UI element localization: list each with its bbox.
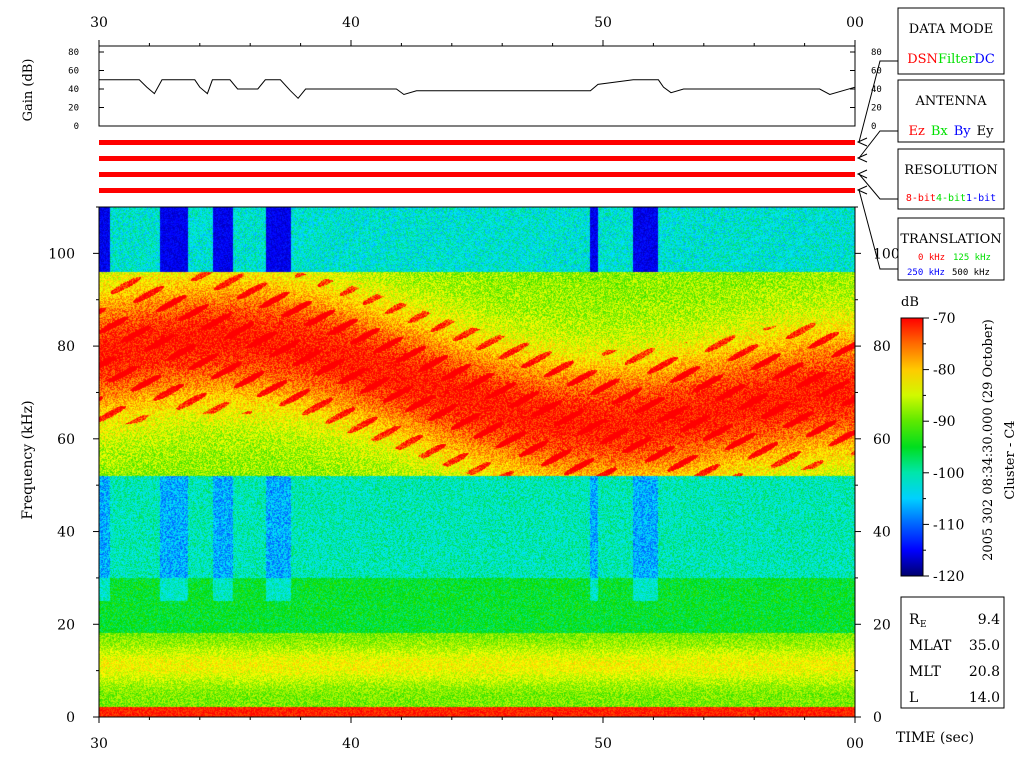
- orbit-info-box: [900, 596, 1005, 709]
- gain-line: [99, 79, 856, 100]
- legend-item: 1-bit: [966, 193, 996, 204]
- freq-tick-label: 40: [57, 525, 75, 541]
- spectrogram-frame: [98, 206, 856, 718]
- freq-tick-label: 60: [57, 432, 75, 448]
- orbit-label: MLAT: [909, 638, 952, 654]
- gain-panel-frame: [98, 45, 856, 127]
- freq-tick-label: 80: [57, 339, 75, 355]
- legend-title-antenna: ANTENNA: [914, 94, 987, 109]
- orbit-value: 14.0: [969, 690, 1000, 706]
- legend-item: Ez: [909, 124, 925, 139]
- legend-item: By: [954, 124, 972, 139]
- legend-title-translation: TRANSLATION: [900, 232, 1001, 247]
- freq-tick-label-right: 60: [873, 432, 891, 448]
- orbit-value: 20.8: [969, 664, 1000, 680]
- legend-item: Filter: [938, 52, 975, 67]
- time-tick-label-bottom: 50: [594, 736, 612, 752]
- time-tick-label-top: 00: [846, 15, 864, 31]
- legend-arrow: [856, 169, 868, 179]
- legend-box-translation: [897, 217, 1005, 281]
- freq-tick-label-right: 0: [873, 710, 882, 726]
- legend-connector: [858, 130, 898, 159]
- gain-tick-label-right: 40: [871, 85, 882, 95]
- orbit-value: 9.4: [978, 612, 1000, 628]
- legend-item: Ey: [977, 124, 994, 139]
- freq-tick-label-right: 20: [873, 617, 891, 633]
- time-tick-label-top: 40: [342, 15, 360, 31]
- orbit-label: L: [909, 690, 918, 706]
- legend-items-resolution: 8-bit4-bit1-bit: [906, 193, 996, 204]
- orbit-label-sub: E: [920, 620, 927, 630]
- legend-arrow: [856, 137, 868, 147]
- legend-connector: [858, 60, 898, 143]
- colorbar-tick-label: -80: [933, 363, 956, 379]
- colorbar-unit: dB: [901, 295, 919, 310]
- chart-title: 2005 302 08:34:30.000 (29 October): [981, 319, 996, 561]
- legend-item: 0 kHz: [918, 253, 945, 263]
- mode-bar-2: [99, 156, 855, 161]
- legend-box-data-mode: [897, 7, 1005, 75]
- freq-tick-label-right: 40: [873, 525, 891, 541]
- legend-items-data-mode: DSNFilterDC: [907, 52, 995, 67]
- legend-item: 250 kHz: [907, 268, 945, 278]
- mode-bar-1: [99, 140, 855, 145]
- legend-items-antenna: Ez Bx By Ey: [909, 124, 995, 139]
- orbit-label: R: [909, 612, 920, 628]
- gain-tick-label: 20: [68, 104, 79, 114]
- spectrogram-raster: [99, 207, 855, 717]
- gain-tick-label-right: 60: [871, 67, 882, 77]
- time-tick-label-top: 50: [594, 15, 612, 31]
- time-tick-label-bottom: 00: [846, 736, 864, 752]
- legend-box-antenna: [897, 79, 1005, 143]
- orbit-value: 35.0: [969, 638, 1000, 654]
- freq-axis-label: Frequency (kHz): [20, 400, 36, 519]
- legend-arrow: [856, 153, 868, 163]
- freq-tick-label: 100: [48, 246, 75, 262]
- gain-tick-label: 40: [68, 85, 79, 95]
- legend-arrow: [856, 185, 868, 195]
- mode-bar-3: [99, 172, 855, 177]
- mode-bar-4: [99, 188, 855, 193]
- colorbar: [900, 317, 924, 577]
- gain-axis-label: Gain (dB): [21, 59, 36, 122]
- freq-tick-label: 0: [66, 710, 75, 726]
- legend-item: 4-bit: [936, 193, 966, 204]
- legend-item: Bx: [931, 124, 949, 139]
- colorbar-tick-label: -90: [933, 414, 956, 430]
- legend-connector: [858, 173, 898, 200]
- freq-tick-label-right: 100: [873, 246, 900, 262]
- time-tick-label-bottom: 30: [90, 736, 108, 752]
- legend-title-resolution: RESOLUTION: [904, 163, 998, 178]
- gain-tick-label: 60: [68, 67, 79, 77]
- legend-item: DSN: [907, 52, 938, 67]
- orbit-label: MLT: [909, 664, 941, 680]
- gain-tick-label-right: 0: [871, 122, 876, 132]
- time-axis-label: TIME (sec): [896, 730, 974, 746]
- legend-title-data-mode: DATA MODE: [909, 22, 993, 37]
- freq-tick-label: 20: [57, 617, 75, 633]
- freq-tick-label-right: 80: [873, 339, 891, 355]
- spectrogram-image: [99, 207, 855, 717]
- colorbar-tick-label: -110: [933, 517, 964, 533]
- legend-item: 8-bit: [906, 193, 936, 204]
- legend-item: DC: [974, 52, 994, 67]
- time-tick-label-top: 30: [90, 15, 108, 31]
- colorbar-tick-label: -120: [933, 569, 964, 585]
- gain-tick-label-right: 80: [871, 48, 882, 58]
- colorbar-tick-label: -70: [933, 311, 956, 327]
- gain-tick-label-right: 20: [871, 104, 882, 114]
- gain-tick-label: 0: [74, 122, 79, 132]
- colorbar-tick-label: -100: [933, 466, 964, 482]
- legend-box-resolution: [897, 148, 1005, 210]
- gain-tick-label: 80: [68, 48, 79, 58]
- legend-item: 500 kHz: [952, 268, 990, 278]
- time-tick-label-bottom: 40: [342, 736, 360, 752]
- spacecraft-label: Cluster - C4: [1003, 420, 1018, 499]
- legend-connector: [858, 189, 898, 270]
- legend-item: 125 kHz: [953, 253, 991, 263]
